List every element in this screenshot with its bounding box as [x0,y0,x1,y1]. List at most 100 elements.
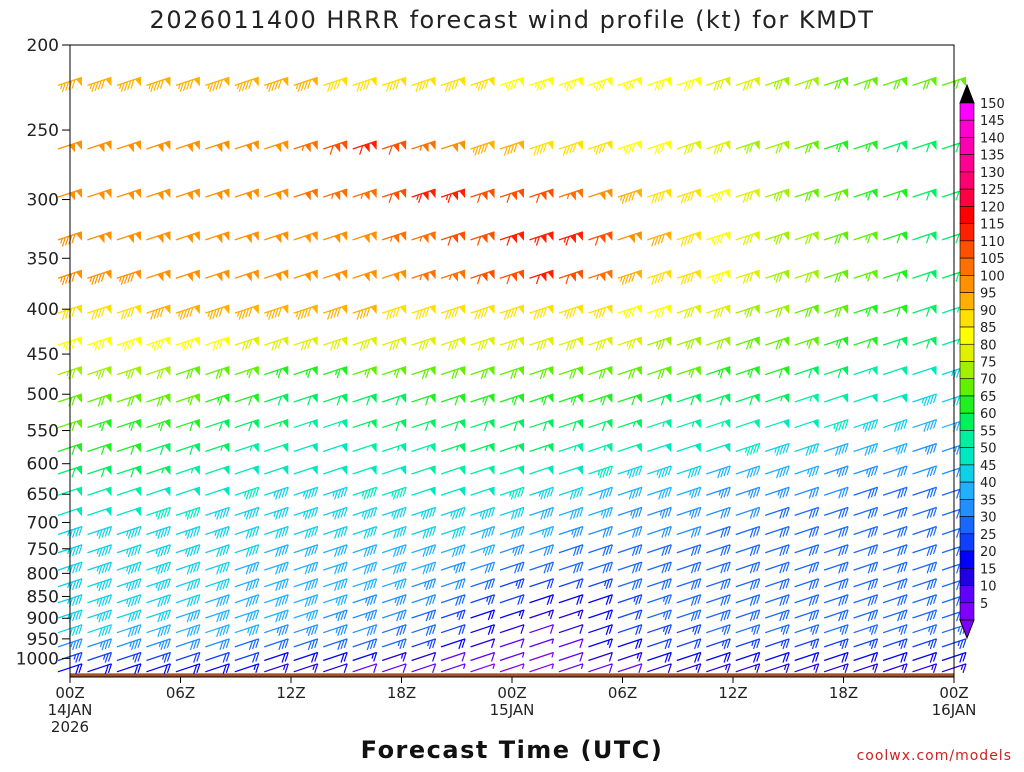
wind-barb [116,304,142,320]
wind-barb [499,76,525,91]
wind-barb [322,525,348,539]
wind-barb [676,525,702,538]
wind-barb [352,624,378,637]
y-tick-label: 650 [27,485,59,505]
wind-barb [647,76,672,91]
wind-barb [322,418,348,429]
wind-barb [470,269,495,285]
wind-barb [882,442,908,455]
wind-barb [352,304,377,320]
wind-barb [853,651,879,663]
colorbar-segment [959,481,975,500]
wind-barb [116,231,142,244]
wind-barb [470,609,496,621]
wind-barb [264,269,289,282]
wind-barb [352,486,378,500]
wind-barb [293,663,319,674]
wind-barb [175,663,201,675]
wind-barb [647,544,672,557]
wind-barb [87,366,112,380]
wind-barb [794,486,820,499]
wind-barb [529,269,554,285]
wind-barb [647,366,672,380]
wind-barb [499,486,525,500]
wind-barb [470,393,495,406]
wind-barb [293,651,319,663]
wind-barb [617,525,643,538]
wind-barb [470,663,496,673]
wind-barb [293,304,318,320]
wind-barb [499,231,525,246]
colorbar-segment [959,447,975,466]
wind-barb [558,336,584,351]
wind-barb [234,76,260,93]
wind-barb [588,336,613,351]
wind-barb [175,366,201,380]
wind-barb [116,76,142,93]
wind-barb [823,76,849,90]
wind-barb [293,393,318,406]
wind-barb [558,561,584,574]
wind-barb [322,140,348,155]
wind-barb [706,336,731,350]
wind-barb [735,525,761,538]
colorbar-segment [959,361,975,380]
wind-barb [558,506,584,520]
wind-barb [440,76,466,93]
colorbar-label: 45 [980,459,997,474]
wind-barb [853,663,879,674]
wind-barb [352,506,378,520]
wind-barb [411,561,437,575]
wind-barb [87,269,112,286]
wind-barb [322,486,348,500]
wind-barb [411,465,436,476]
wind-barb [617,544,643,557]
wind-barb [823,188,849,202]
wind-barb [617,418,643,429]
wind-barb [205,594,230,608]
wind-barb [794,393,819,404]
wind-barb [470,231,495,246]
wind-barb [558,188,584,201]
wind-barb [205,393,230,406]
wind-barb [440,506,466,520]
wind-barb [706,578,731,591]
wind-barb [470,465,495,476]
wind-barb [558,140,584,156]
wind-barb [794,442,820,456]
wind-barb [529,231,554,246]
x-tick-label: 15JAN [490,701,535,719]
wind-barb [322,651,348,663]
y-tick-label: 350 [27,249,59,269]
wind-barb [499,418,525,432]
wind-barb [322,663,348,674]
wind-barb [853,624,879,635]
wind-barb [293,269,318,282]
wind-barb [912,418,938,432]
wind-barb [912,561,938,574]
wind-barb [588,609,613,621]
wind-barb [706,544,731,557]
wind-barb [588,486,613,500]
wind-barb [322,544,348,558]
colorbar-top-arrow [959,83,975,104]
wind-barb [264,231,289,244]
wind-barb [882,594,908,607]
wind-barb [234,465,260,476]
wind-barb [381,465,407,476]
wind-barb [706,269,731,284]
wind-barb [234,140,260,153]
wind-barb [440,609,466,621]
wind-barb [440,393,466,406]
wind-barb [882,269,908,282]
colorbar-segment [959,550,975,569]
wind-barb [912,544,938,557]
wind-barb [647,525,672,538]
wind-barb [116,442,142,456]
wind-barb [853,188,878,201]
wind-barb [87,418,112,432]
wind-barb [352,188,377,201]
wind-barb [529,525,555,538]
wind-barb [647,336,672,350]
